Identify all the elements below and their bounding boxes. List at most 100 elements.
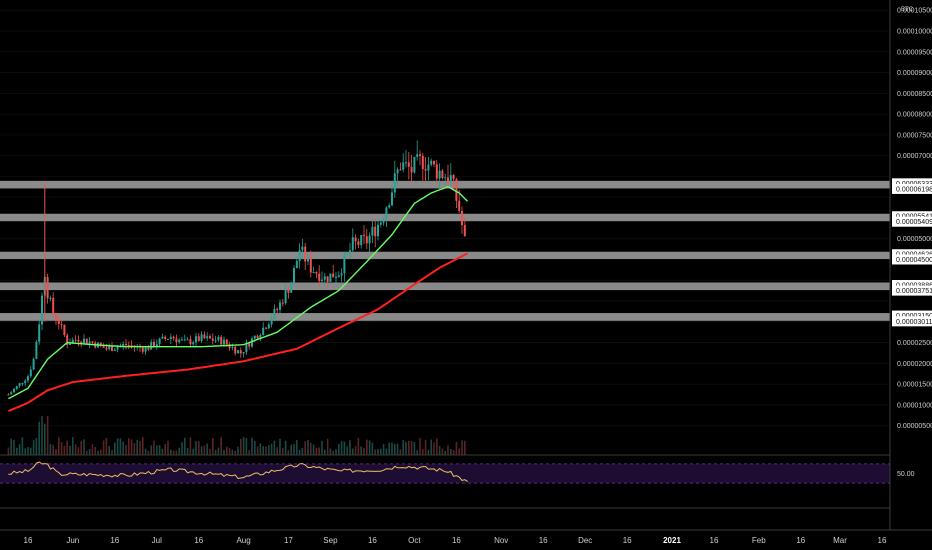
x-tick-label: Sep: [323, 536, 338, 545]
candle-body: [209, 336, 211, 339]
candle-body: [337, 275, 340, 277]
candle-body: [172, 336, 175, 339]
volume-bar: [279, 438, 281, 455]
volume-bar: [209, 449, 211, 455]
candle-body: [318, 273, 321, 281]
volume-bar: [156, 445, 158, 455]
level-price-box: [892, 285, 932, 296]
volume-bar: [94, 446, 96, 455]
rsi-pane: 50.00: [0, 454, 915, 509]
candle-body: [253, 335, 256, 339]
candle-body: [284, 289, 287, 304]
volume-bar: [424, 439, 427, 455]
level-price-box: [892, 211, 932, 222]
volume-bar: [240, 438, 242, 455]
candle-body: [127, 344, 130, 346]
candle-body: [169, 336, 172, 340]
volume-bar: [391, 442, 393, 455]
y-tick-label: 0.00008500: [897, 91, 932, 98]
candle-body: [32, 358, 35, 370]
candle-body: [91, 341, 94, 343]
volume-bar: [380, 448, 382, 455]
candles: [7, 140, 466, 396]
level-price-label: 0.00003011: [896, 319, 932, 326]
candle-body: [60, 324, 63, 326]
candle-body: [49, 297, 52, 299]
volume-bar: [259, 443, 262, 455]
volume-bar: [100, 449, 102, 455]
volume-bar: [102, 440, 105, 455]
volume-bar: [63, 445, 66, 455]
price-axis[interactable]: 0.00010500 0.00010000 0.00009500 0.00009000…: [892, 8, 932, 430]
volume-bar: [172, 450, 175, 455]
candle-body: [186, 339, 189, 341]
candle-body: [295, 261, 298, 269]
candle-body: [161, 336, 164, 339]
candle-body: [195, 336, 197, 343]
volume-bar: [360, 446, 362, 455]
volume-bar: [21, 437, 24, 455]
candle-body: [279, 302, 281, 310]
volume-bar: [60, 442, 63, 455]
candle-body: [164, 336, 167, 339]
volume-bar: [44, 423, 46, 455]
volume-bar: [111, 450, 113, 455]
volume-bar: [377, 448, 379, 455]
volume-bar: [298, 449, 301, 455]
volume-bar: [237, 446, 239, 455]
time-axis[interactable]: 16 Jun 16 Jul 16 Aug 17 Sep 16 Oct 16 Nov 16 Dec 16 202…: [24, 536, 887, 545]
volume-bar: [212, 438, 214, 455]
volume-bar: [268, 445, 270, 455]
volume-bar: [276, 447, 278, 455]
y-tick-label: 0.00005000: [897, 236, 932, 243]
volume-bar: [203, 445, 206, 455]
candle-body: [267, 324, 270, 329]
y-tick-label: 0.00002000: [897, 361, 932, 368]
volume-bar: [245, 438, 248, 455]
volume-bar: [444, 450, 446, 455]
candle-body: [281, 302, 284, 304]
volume-bar: [32, 440, 35, 455]
volume-bar: [86, 450, 88, 455]
candle-body: [41, 295, 43, 325]
volume-bar: [315, 447, 318, 455]
volume-bar: [189, 437, 192, 455]
candle-body: [421, 155, 424, 170]
candle-body: [405, 162, 407, 164]
rsi-line: [8, 461, 468, 483]
candle-body: [102, 345, 105, 348]
candle-body: [290, 283, 293, 293]
volume-bar: [220, 437, 222, 455]
level-band: [0, 282, 890, 291]
volume-bar: [200, 446, 203, 455]
volume-bar: [452, 450, 455, 455]
volume-bar: [368, 440, 371, 455]
volume-bar: [184, 437, 186, 455]
volume-bar: [231, 449, 234, 455]
volume-bar: [388, 442, 390, 455]
x-tick-label: 16: [110, 536, 119, 545]
candle-body: [203, 334, 206, 339]
volume-bar: [427, 449, 430, 455]
candle-body: [419, 154, 421, 156]
volume-bar: [18, 444, 21, 455]
volume-bar: [357, 438, 360, 455]
candle-body: [385, 207, 388, 219]
candle-body: [181, 339, 183, 341]
candle-body: [293, 268, 295, 284]
candle-body: [276, 308, 279, 310]
y-tick-label: 0.00001000: [897, 402, 932, 409]
volume-bar: [77, 447, 80, 455]
volume-bar: [49, 444, 52, 455]
volume-bar: [318, 447, 320, 455]
level-price-label: 0.00005409: [896, 219, 932, 226]
candle-body: [38, 324, 41, 342]
candle-body: [430, 160, 433, 165]
volume-bar: [181, 442, 183, 455]
volume-bar: [186, 448, 189, 455]
candle-body: [105, 347, 108, 350]
candle-body: [13, 388, 15, 393]
volume-bar: [195, 441, 197, 455]
volume-bar: [58, 437, 60, 455]
